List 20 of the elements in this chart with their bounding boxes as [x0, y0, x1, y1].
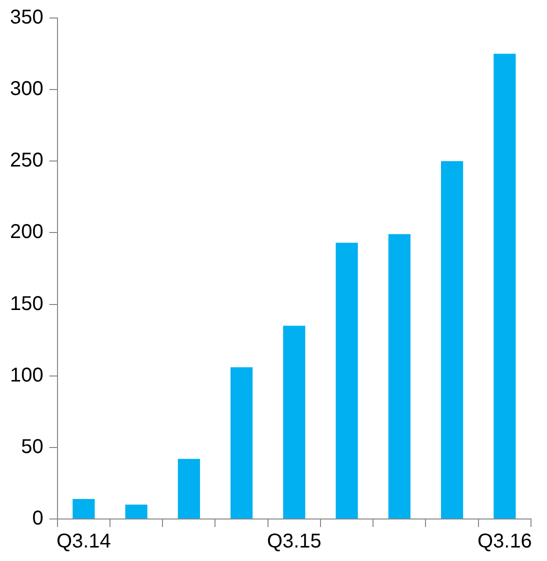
y-tick-label: 100 [10, 364, 44, 386]
bar [494, 54, 516, 518]
bar [283, 326, 306, 518]
y-tick-label: 0 [32, 508, 44, 530]
y-tick-label: 250 [10, 150, 44, 172]
bar [230, 367, 253, 518]
y-tick-label: 300 [10, 78, 44, 100]
bar [72, 498, 95, 518]
bar [125, 504, 148, 518]
y-tick-label: 350 [10, 6, 44, 29]
y-tick-label: 150 [10, 292, 44, 315]
bar [441, 161, 464, 518]
bar [336, 242, 358, 518]
x-tick-label: Q3.15 [266, 530, 322, 553]
y-tick-label: 50 [21, 436, 44, 458]
bar [178, 458, 200, 518]
bar [388, 234, 410, 518]
x-tick-label: Q3.16 [477, 530, 532, 553]
x-tick-label: Q3.14 [56, 530, 111, 553]
y-tick-label: 200 [10, 221, 44, 244]
